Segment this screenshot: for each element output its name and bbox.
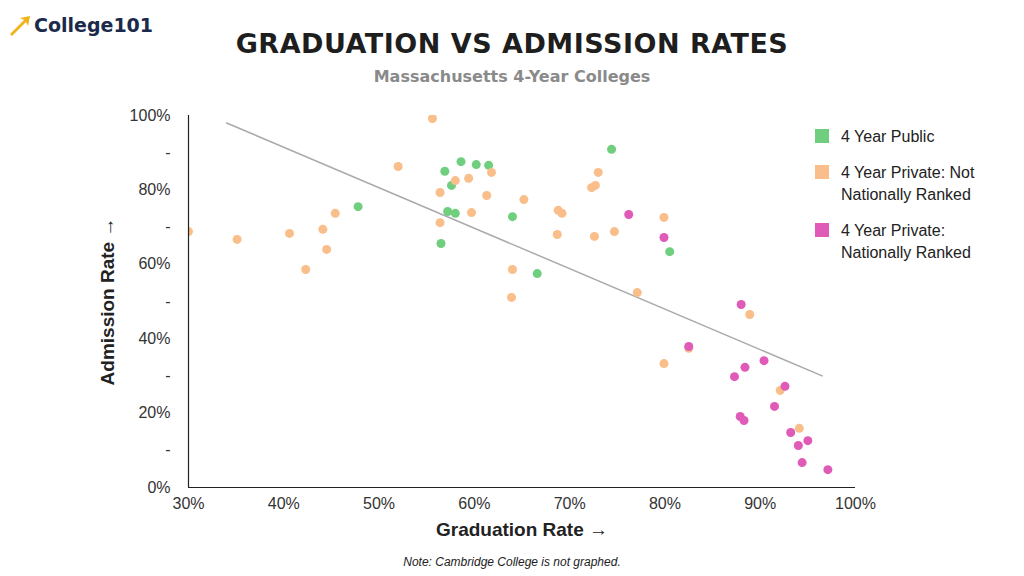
html-text:4 Year Private: Not Nationally: 4 Year Private: Not Nationally Ranked — [841, 164, 975, 203]
svg-text:-: - — [165, 144, 170, 161]
svg-text:70%: 70% — [554, 495, 586, 512]
svg-text:40%: 40% — [138, 330, 170, 347]
svg-text:-: - — [165, 441, 170, 458]
html-text:College101: College101 — [34, 14, 154, 36]
svg-text:50%: 50% — [363, 495, 395, 512]
html-text:4 Year Private: Nationally Ran: 4 Year Private: Nationally Ranked — [841, 222, 971, 261]
html-text:GRADUATION VS ADMISSION RATES: GRADUATION VS ADMISSION RATES — [235, 28, 789, 59]
svg-text:Admission Rate →: Admission Rate → — [97, 218, 118, 386]
svg-text:20%: 20% — [138, 404, 170, 421]
html-text:4 Year Public: 4 Year Public — [841, 128, 935, 145]
svg-text:Graduation Rate →: Graduation Rate → — [436, 519, 608, 540]
svg-text:80%: 80% — [138, 181, 170, 198]
html-text:Massachusetts 4-Year Colleges: Massachusetts 4-Year Colleges — [373, 67, 651, 86]
svg-text:-: - — [165, 293, 170, 310]
svg-text:30%: 30% — [172, 495, 204, 512]
svg-text:100%: 100% — [130, 107, 171, 124]
svg-text:80%: 80% — [649, 495, 681, 512]
svg-text:40%: 40% — [268, 495, 300, 512]
svg-text:60%: 60% — [458, 495, 490, 512]
svg-text:-: - — [165, 367, 170, 384]
svg-text:0%: 0% — [147, 479, 170, 496]
svg-text:90%: 90% — [744, 495, 776, 512]
svg-text:100%: 100% — [835, 495, 876, 512]
svg-text:-: - — [165, 218, 170, 235]
svg-text:60%: 60% — [138, 255, 170, 272]
html-text:Note: Cambridge College is not: Note: Cambridge College is not graphed. — [403, 555, 621, 569]
